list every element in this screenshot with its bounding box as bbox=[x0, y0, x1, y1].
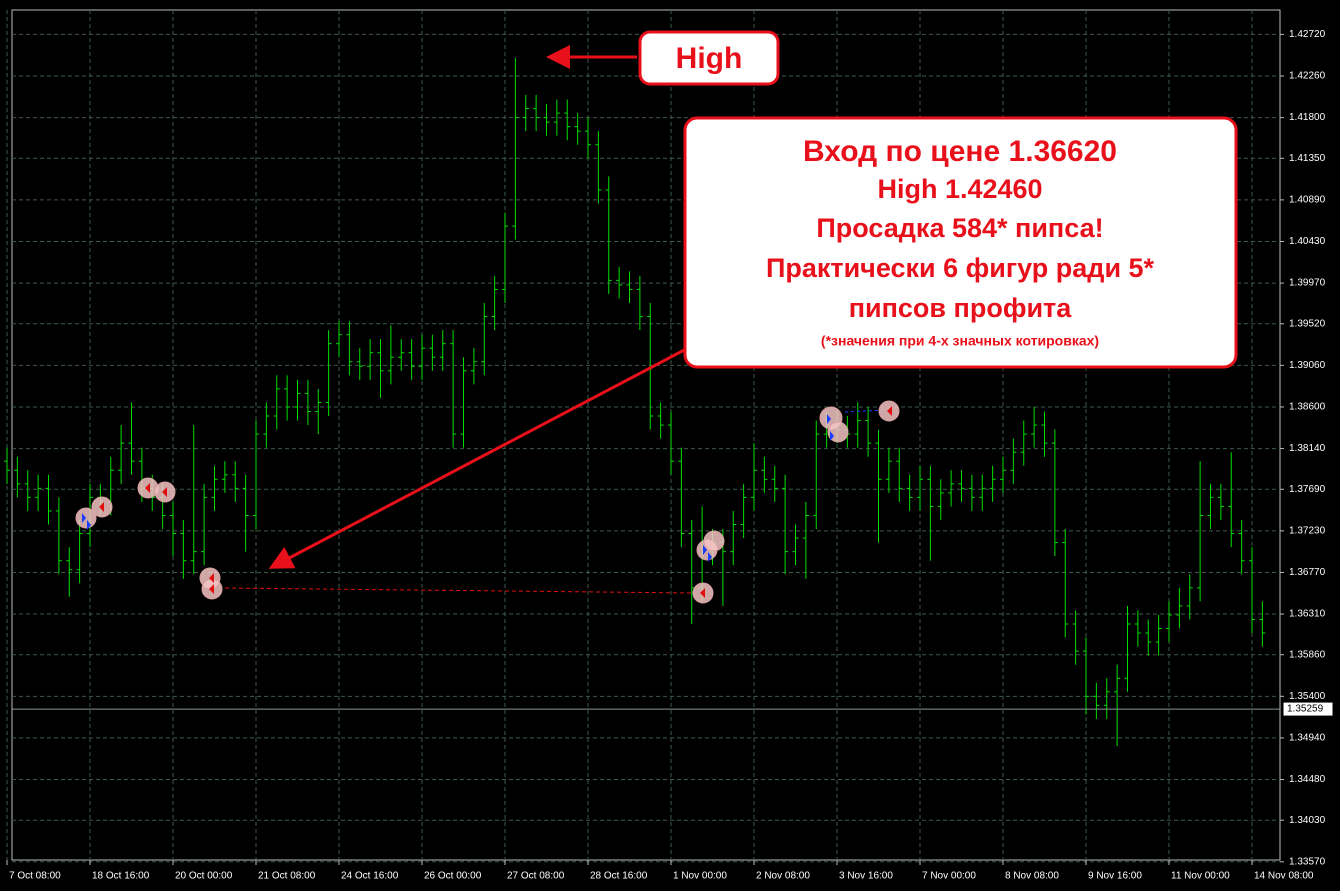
buy-icon bbox=[703, 545, 712, 562]
x-tick-label: 7 Nov 00:00 bbox=[922, 871, 976, 882]
y-tick-label: 1.38600 bbox=[1289, 402, 1326, 413]
buy-icon bbox=[82, 513, 91, 530]
x-tick-label: 21 Oct 08:00 bbox=[258, 871, 316, 882]
info-line: Вход по цене 1.36620 bbox=[803, 135, 1117, 168]
annotations: High Вход по цене 1.36620 High 1.42460 П… bbox=[268, 30, 1238, 569]
y-tick-label: 1.40890 bbox=[1289, 195, 1326, 206]
x-tick-label: 18 Oct 16:00 bbox=[92, 871, 150, 882]
x-tick-label: 26 Oct 00:00 bbox=[424, 871, 482, 882]
info-box bbox=[683, 116, 1238, 369]
info-note: (*значения при 4-х значных котировках) bbox=[821, 333, 1099, 349]
marker bbox=[703, 530, 725, 552]
y-tick-label: 1.39970 bbox=[1289, 278, 1326, 289]
y-tick-label: 1.33570 bbox=[1289, 856, 1326, 867]
y-tick-label: 1.39520 bbox=[1289, 318, 1326, 329]
x-tick-label: 8 Nov 08:00 bbox=[1005, 871, 1059, 882]
y-tick-label: 1.37690 bbox=[1289, 484, 1326, 495]
y-tick-label: 1.41800 bbox=[1289, 112, 1326, 123]
y-tick-label: 1.42720 bbox=[1289, 29, 1326, 40]
high-label: High bbox=[676, 42, 743, 75]
y-tick-label: 1.34940 bbox=[1289, 733, 1326, 744]
y-tick-label: 1.39060 bbox=[1289, 360, 1326, 371]
bars bbox=[4, 57, 1266, 747]
exit-line bbox=[844, 409, 886, 413]
x-tick-label: 9 Nov 16:00 bbox=[1088, 871, 1142, 882]
info-line: пипсов профита bbox=[849, 293, 1073, 323]
y-tick-label: 1.36310 bbox=[1289, 609, 1326, 620]
arrow bbox=[268, 346, 689, 569]
y-tick-label: 1.36770 bbox=[1289, 567, 1326, 578]
x-tick-label: 2 Nov 08:00 bbox=[756, 871, 810, 882]
entry-line bbox=[224, 587, 696, 594]
x-tick-label: 14 Nov 08:00 bbox=[1254, 871, 1314, 882]
high-box bbox=[638, 30, 780, 86]
x-tick-label: 24 Oct 16:00 bbox=[341, 871, 399, 882]
y-tick-label: 1.40430 bbox=[1289, 236, 1326, 247]
info-line: Просадка 584* пипса! bbox=[816, 213, 1103, 243]
y-tick-label: 1.35400 bbox=[1289, 691, 1326, 702]
y-tick-label: 1.37230 bbox=[1289, 525, 1326, 536]
x-tick-label: 7 Oct 08:00 bbox=[9, 871, 61, 882]
x-tick-label: 27 Oct 08:00 bbox=[507, 871, 565, 882]
x-tick-label: 3 Nov 16:00 bbox=[839, 871, 893, 882]
y-tick-label: 1.38140 bbox=[1289, 443, 1326, 454]
plot-frame bbox=[11, 9, 1281, 861]
x-tick-label: 28 Oct 16:00 bbox=[590, 871, 648, 882]
info-line: Практически 6 фигур ради 5* bbox=[766, 253, 1155, 283]
x-tick-label: 20 Oct 00:00 bbox=[175, 871, 233, 882]
x-tick-label: 11 Nov 00:00 bbox=[1171, 871, 1230, 882]
buy-icon bbox=[827, 414, 834, 441]
current-price-tag bbox=[1282, 701, 1334, 717]
x-tick-label: 1 Nov 00:00 bbox=[673, 871, 727, 882]
trade-markers bbox=[75, 400, 900, 604]
y-tick-label: 1.41350 bbox=[1289, 153, 1326, 164]
y-tick-label: 1.34030 bbox=[1289, 815, 1326, 826]
current-price-label: 1.35259 bbox=[1287, 704, 1324, 715]
y-tick-label: 1.35860 bbox=[1289, 649, 1326, 660]
info-line: High 1.42460 bbox=[877, 174, 1042, 204]
y-tick-label: 1.42260 bbox=[1289, 71, 1326, 82]
y-tick-label: 1.34480 bbox=[1289, 774, 1326, 785]
